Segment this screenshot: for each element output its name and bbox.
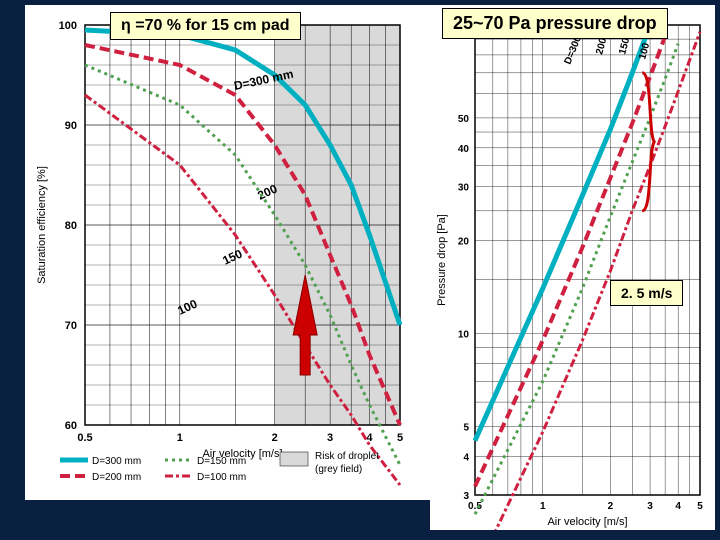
saturation-chart: 607080901000.512345Air velocity [m/s]Sat… xyxy=(25,5,430,500)
svg-text:100: 100 xyxy=(175,296,199,317)
svg-text:80: 80 xyxy=(65,220,77,232)
svg-text:5: 5 xyxy=(463,423,469,434)
svg-text:(grey field): (grey field) xyxy=(315,464,362,475)
svg-text:4: 4 xyxy=(463,452,469,463)
svg-text:1: 1 xyxy=(540,501,546,512)
svg-text:3: 3 xyxy=(647,501,653,512)
svg-text:60: 60 xyxy=(65,420,77,432)
svg-text:Pressure drop [Pa]: Pressure drop [Pa] xyxy=(436,214,448,306)
svg-text:D=300 mm: D=300 mm xyxy=(92,456,141,467)
svg-text:5: 5 xyxy=(397,432,403,444)
svg-text:10: 10 xyxy=(458,330,470,341)
svg-text:2: 2 xyxy=(272,432,278,444)
svg-text:4: 4 xyxy=(675,501,681,512)
svg-text:90: 90 xyxy=(65,120,77,132)
svg-text:2: 2 xyxy=(608,501,614,512)
svg-text:Saturation efficiency [%]: Saturation efficiency [%] xyxy=(36,166,48,284)
eta-banner: η =70 % for 15 cm pad xyxy=(110,12,301,40)
svg-text:D=200 mm: D=200 mm xyxy=(92,472,141,483)
svg-text:40: 40 xyxy=(458,144,470,155)
marker-banner: 2. 5 m/s xyxy=(610,280,683,306)
svg-text:30: 30 xyxy=(458,182,470,193)
svg-text:70: 70 xyxy=(65,320,77,332)
svg-text:1: 1 xyxy=(177,432,183,444)
dp-banner: 25~70 Pa pressure drop xyxy=(442,8,668,39)
pressure-chart: 34510203040501000.512345Air velocity [m/… xyxy=(430,5,715,530)
svg-text:Risk of droplet: Risk of droplet xyxy=(315,451,379,462)
svg-text:50: 50 xyxy=(458,114,470,125)
svg-text:D=150 mm: D=150 mm xyxy=(197,456,246,467)
svg-text:5: 5 xyxy=(697,501,703,512)
svg-text:100: 100 xyxy=(59,20,77,32)
svg-text:20: 20 xyxy=(458,237,470,248)
svg-text:3: 3 xyxy=(327,432,333,444)
svg-text:150: 150 xyxy=(220,246,244,267)
svg-text:Air velocity [m/s]: Air velocity [m/s] xyxy=(547,516,627,528)
svg-text:D=100 mm: D=100 mm xyxy=(197,472,246,483)
svg-text:0.5: 0.5 xyxy=(77,432,92,444)
